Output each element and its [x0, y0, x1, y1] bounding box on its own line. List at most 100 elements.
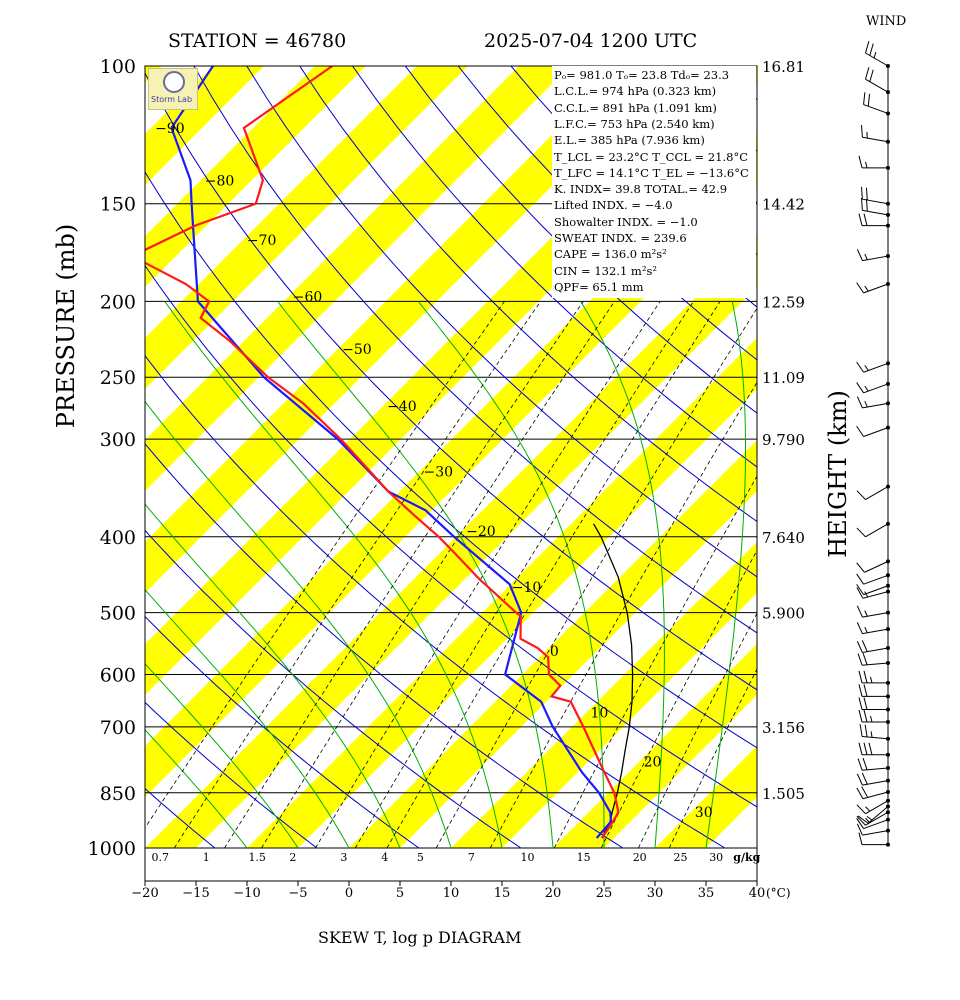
wind-barb	[856, 810, 890, 826]
isotherm-band	[0, 30, 96, 937]
wind-barb	[857, 757, 890, 771]
wind-barb-flag	[858, 709, 863, 723]
wind-barb	[856, 823, 890, 836]
dry-adiabat	[145, 787, 216, 849]
wind-barb-staff	[865, 52, 889, 67]
wind-barb-flag	[865, 67, 870, 80]
wind-barb-flag	[867, 93, 871, 107]
wind-barb-staff	[862, 662, 889, 666]
dry-adiabat	[246, 66, 757, 578]
height-tick-label: 12.59	[762, 293, 805, 311]
wind-barb-flag	[856, 622, 863, 634]
x-tick-label: 30	[647, 886, 664, 901]
mixing-ratio-line	[145, 301, 505, 829]
wind-barb-flag	[863, 709, 868, 723]
pressure-tick-label: 300	[100, 429, 136, 451]
wind-barb-flag	[856, 804, 866, 815]
wind-barb-flag	[864, 724, 868, 738]
height-tick-label: 9.790	[762, 431, 805, 449]
wind-barb	[856, 361, 890, 373]
mixing-ratio-line	[261, 301, 615, 849]
isotherm-band	[145, 66, 366, 287]
wind-barb	[858, 709, 890, 724]
moist-adiabat	[164, 301, 503, 849]
stability-index-line: T_LCL = 23.2°C T_CCL = 21.8°C	[554, 149, 749, 164]
pressure-tick-label: 700	[100, 717, 136, 739]
stability-index-line: K. INDX= 39.8 TOTAL.= 42.9	[554, 182, 728, 197]
wind-barb	[856, 559, 890, 573]
plot-frame	[144, 65, 758, 882]
wind-barb	[856, 622, 890, 635]
stability-index-line: C.C.L.= 891 hPa (1.091 km)	[554, 100, 717, 115]
datetime-label: 2025-07-04 1200 UTC	[484, 30, 698, 52]
wind-barb-flag	[858, 832, 863, 845]
wind-label: WIND	[866, 14, 907, 29]
mixing-ratio-label: 4	[381, 851, 388, 864]
wind-barb-flag	[856, 282, 864, 294]
wind-barb-half-flag	[864, 365, 869, 371]
moist-adiabat	[145, 503, 401, 849]
isotherm-label: −60	[293, 289, 323, 305]
pressure-tick-label: 1000	[88, 838, 136, 860]
dry-adiabat	[145, 264, 757, 808]
pressure-tick-label: 250	[100, 367, 136, 389]
wind-barb-staff	[862, 402, 889, 409]
pressure-tick-label: 200	[100, 291, 136, 313]
wind-barb-flag	[856, 605, 863, 618]
mixing-ratio-label: 7	[468, 851, 475, 864]
isotherm-label: −80	[205, 173, 235, 189]
moist-adiabat	[580, 301, 665, 849]
wind-barb	[858, 832, 890, 847]
wind-barb	[861, 124, 890, 144]
axis-strip	[145, 848, 757, 881]
wind-barb-flag	[859, 724, 863, 737]
wind-barb	[856, 587, 890, 599]
wind-barb	[856, 772, 890, 786]
sounding-profiles	[145, 66, 634, 839]
wind-barb	[857, 804, 890, 824]
dry-adiabat	[193, 66, 757, 634]
dry-adiabat	[0, 66, 11, 848]
dry-adiabat	[881, 66, 960, 848]
x-tick-label: 0	[345, 886, 353, 901]
mixing-ratio-line	[224, 301, 584, 849]
parcel-path	[593, 523, 634, 839]
wind-barb-flag	[861, 186, 863, 200]
wind-barb-staff	[863, 574, 889, 585]
wind-barb	[856, 640, 890, 654]
dry-adiabat	[145, 529, 522, 849]
height-tick-label: 7.640	[762, 529, 805, 547]
isotherm-band	[315, 439, 757, 881]
wind-barb-flag	[856, 641, 863, 653]
wind-barb	[865, 40, 890, 68]
wind-barb-staff	[863, 383, 889, 394]
wind-barb-flag	[858, 213, 863, 226]
wind-barb	[861, 186, 890, 206]
dry-adiabat	[145, 72, 757, 691]
stability-index-line: Showalter INDX. = −1.0	[554, 214, 698, 229]
wind-barb-flag	[865, 187, 868, 201]
wind-barb-staff	[862, 791, 889, 800]
wind-barb-staff	[862, 255, 889, 262]
mixing-ratio-label: 2	[289, 851, 296, 864]
mixing-ratio-label: 1	[203, 851, 210, 864]
wind-barb-half-flag	[873, 51, 877, 59]
mixing-ratio-label: 10	[521, 851, 535, 864]
height-tick-label: 14.42	[762, 196, 805, 214]
x-unit-label: (°C)	[766, 886, 791, 900]
isotherm-band	[417, 541, 757, 881]
isotherm-label: 30	[695, 805, 713, 821]
pressure-tick-label: 500	[100, 603, 136, 625]
wind-barb	[859, 724, 890, 741]
wind-barb-flag	[858, 697, 863, 710]
wind-barb-staff	[862, 736, 889, 740]
wind-barb-half-flag	[864, 610, 868, 617]
mixing-ratio-line	[435, 307, 757, 849]
pressure-tick-label: 100	[100, 56, 136, 78]
wind-barb	[856, 798, 890, 815]
mixing-ratio-label: 0.7	[152, 851, 170, 864]
pressure-tick-label: 400	[100, 527, 136, 549]
mixing-ratio-line	[315, 301, 661, 849]
wind-barb	[865, 67, 890, 95]
wind-barb-flag	[856, 249, 863, 261]
